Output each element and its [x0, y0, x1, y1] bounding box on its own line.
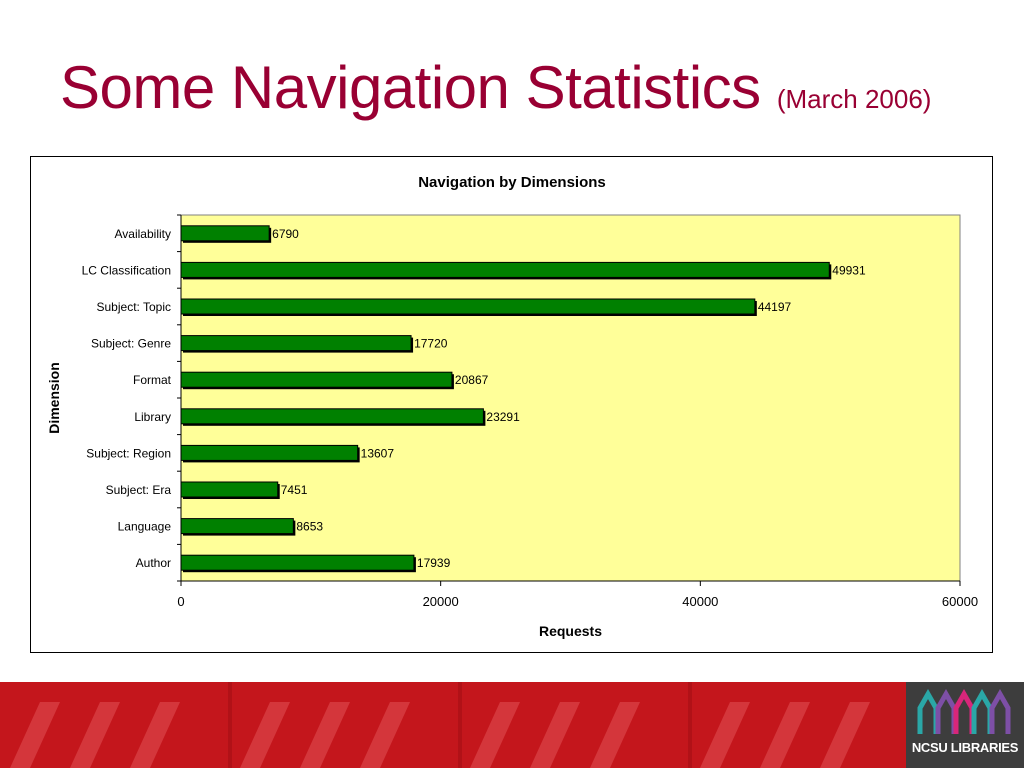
data-label: 7451	[281, 483, 308, 497]
data-label: 8653	[296, 520, 323, 534]
bar	[180, 225, 270, 242]
brand-name: NCSU LIBRARIES	[911, 740, 1019, 755]
category-label: Library	[134, 410, 171, 424]
category-label: Subject: Region	[86, 446, 171, 460]
data-label: 23291	[486, 410, 520, 424]
ncsu-libraries-logo: NCSU LIBRARIES	[906, 682, 1024, 768]
library-arches-icon	[917, 688, 1011, 734]
data-label: 17939	[417, 556, 451, 570]
category-label: Subject: Topic	[97, 300, 172, 314]
bar	[180, 481, 279, 498]
bar	[180, 371, 453, 388]
category-label: LC Classification	[82, 263, 171, 277]
x-axis-label: Requests	[539, 623, 602, 639]
x-tick-label: 20000	[423, 594, 459, 609]
footer-pattern	[0, 682, 906, 768]
bar	[180, 554, 415, 571]
bar	[180, 261, 830, 278]
bar	[180, 298, 756, 315]
category-label: Language	[118, 520, 172, 534]
data-label: 44197	[758, 300, 792, 314]
x-tick-label: 60000	[942, 594, 978, 609]
bar	[180, 408, 484, 425]
x-tick-label: 0	[177, 594, 184, 609]
data-label: 20867	[455, 373, 489, 387]
data-label: 6790	[272, 227, 299, 241]
slide-title: Some Navigation Statistics (March 2006)	[60, 52, 931, 135]
data-label: 49931	[832, 263, 866, 277]
category-label: Subject: Era	[106, 483, 172, 497]
category-label: Availability	[115, 227, 171, 241]
bar	[180, 444, 359, 461]
bar	[180, 518, 294, 535]
slide-title-main: Some Navigation Statistics	[60, 54, 761, 121]
bar-chart: Navigation by Dimensions Requests Dimensio…	[46, 174, 978, 639]
data-label: 13607	[361, 446, 395, 460]
y-axis-label: Dimension	[46, 362, 62, 434]
data-label: 17720	[414, 337, 448, 351]
bar	[180, 335, 412, 352]
footer-banner	[0, 682, 1024, 768]
chart-title: Navigation by Dimensions	[418, 174, 606, 191]
category-label: Format	[133, 373, 172, 387]
slide-title-date: (March 2006)	[776, 84, 932, 114]
x-tick-label: 40000	[682, 594, 718, 609]
category-label: Author	[136, 556, 171, 570]
category-label: Subject: Genre	[91, 337, 171, 351]
chart-frame: Navigation by Dimensions Requests Dimensio…	[30, 156, 993, 653]
